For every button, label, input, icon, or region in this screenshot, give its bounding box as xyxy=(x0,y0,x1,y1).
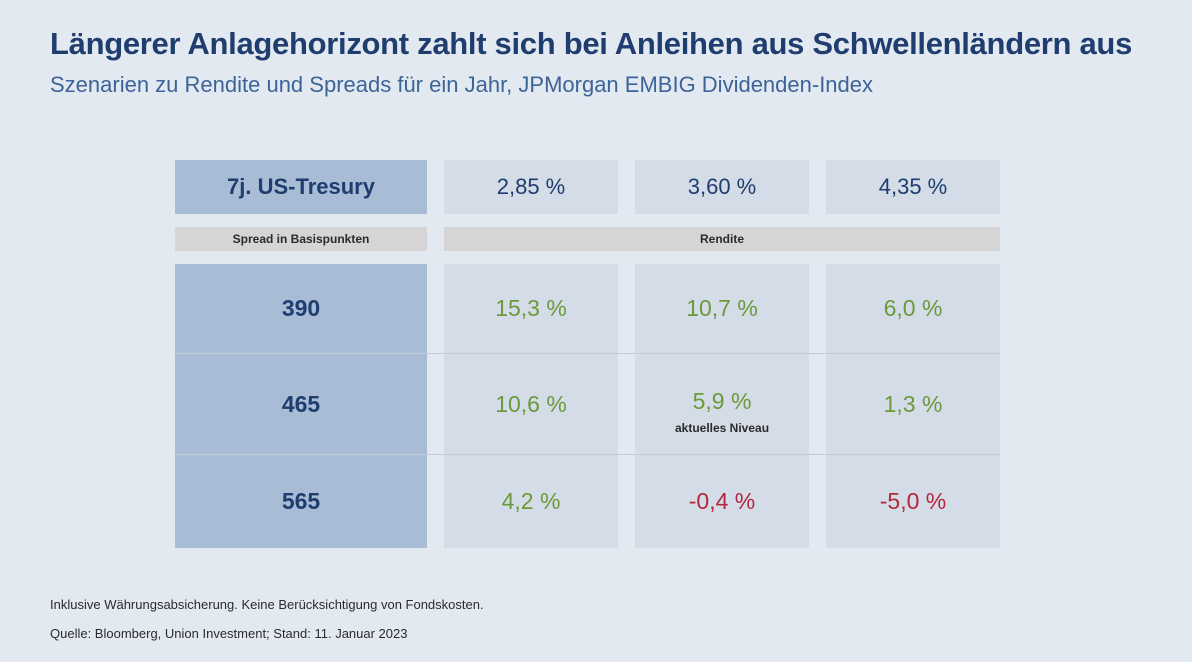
return-value: 10,7 % xyxy=(686,295,758,321)
spread-value: 390 xyxy=(281,295,321,321)
yield-column-header: 3,60 % xyxy=(635,160,809,214)
spread-value: 465 xyxy=(281,390,321,417)
return-label-band: Rendite xyxy=(444,227,1000,251)
spread-value: 565 xyxy=(281,488,321,514)
return-value: -5,0 % xyxy=(879,488,947,514)
source-note: Quelle: Bloomberg, Union Investment; Sta… xyxy=(50,626,408,641)
row-divider xyxy=(175,353,1000,354)
return-value: -0,4 % xyxy=(688,488,756,514)
return-column xyxy=(444,264,618,548)
chart-subtitle: Szenarien zu Rendite und Spreads für ein… xyxy=(50,72,874,97)
return-value: 1,3 % xyxy=(883,390,943,417)
yield-column-header: 4,35 % xyxy=(826,160,1000,214)
treasury-header: 7j. US-Tresury xyxy=(175,160,427,214)
return-column xyxy=(826,264,1000,548)
spread-column xyxy=(175,264,427,548)
return-cell-current: 5,9 % aktuelles Niveau xyxy=(635,354,809,454)
return-value: 15,3 % xyxy=(495,295,567,321)
return-column xyxy=(635,264,809,548)
row-divider xyxy=(175,454,1000,455)
return-value: 5,9 % xyxy=(692,387,752,414)
spread-label-band: Spread in Basispunkten xyxy=(175,227,427,251)
footnote: Inklusive Währungsabsicherung. Keine Ber… xyxy=(50,597,484,612)
yield-column-header: 2,85 % xyxy=(444,160,618,214)
return-value: 10,6 % xyxy=(495,390,567,417)
return-value: 6,0 % xyxy=(883,295,943,321)
chart-title: Längerer Anlagehorizont zahlt sich bei A… xyxy=(50,26,1133,61)
return-value: 4,2 % xyxy=(501,488,561,514)
current-level-annotation: aktuelles Niveau xyxy=(674,420,770,435)
